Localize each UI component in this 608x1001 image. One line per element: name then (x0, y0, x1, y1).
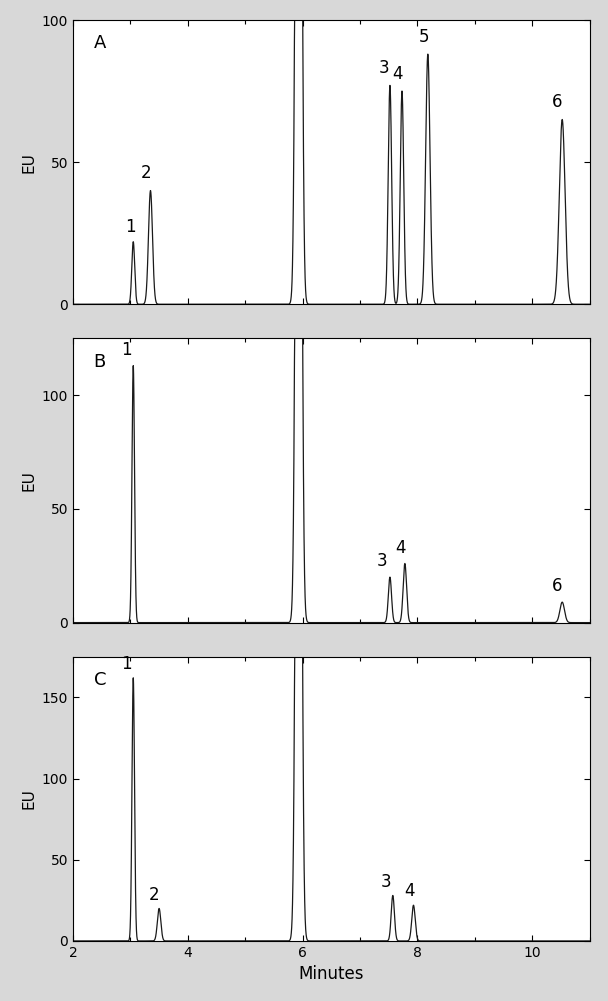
Text: 2: 2 (141, 164, 152, 182)
Text: 6: 6 (552, 93, 563, 111)
Text: 5: 5 (418, 28, 429, 46)
Text: 4: 4 (393, 64, 403, 82)
Text: 2: 2 (149, 886, 160, 904)
Text: 3: 3 (381, 873, 392, 891)
X-axis label: Minutes: Minutes (299, 965, 364, 983)
Y-axis label: EU: EU (21, 152, 36, 172)
Text: 1: 1 (121, 340, 132, 358)
Text: B: B (94, 352, 106, 370)
Text: C: C (94, 671, 106, 689)
Y-axis label: EU: EU (21, 789, 36, 809)
Text: 3: 3 (379, 59, 390, 77)
Text: 6: 6 (552, 578, 563, 596)
Text: A: A (94, 34, 106, 52)
Y-axis label: EU: EU (21, 470, 36, 490)
Text: 4: 4 (396, 539, 406, 557)
Text: 3: 3 (376, 553, 387, 571)
Text: 1: 1 (125, 218, 136, 236)
Text: 4: 4 (404, 882, 415, 900)
Text: 1: 1 (121, 655, 132, 673)
